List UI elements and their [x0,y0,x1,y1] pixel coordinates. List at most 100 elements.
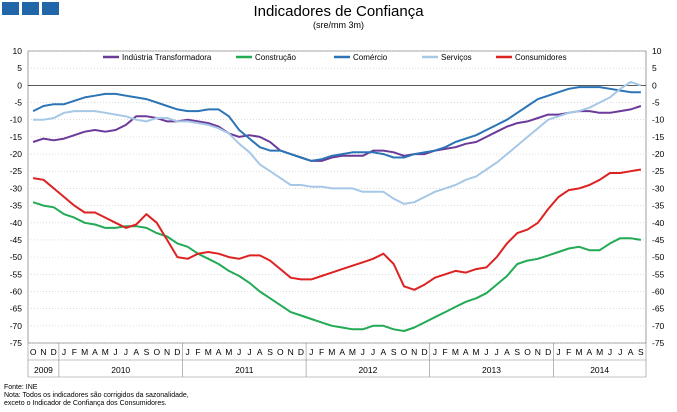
x-tick-label: J [495,347,499,357]
x-tick-label: O [524,347,531,357]
note-line-1: Nota: Todos os indicadores são corrigido… [4,392,189,399]
line-chart: 10 10 5 5 0 0 -5 -5 -10 -10 -15 -15 -20 -20 -25 -25 -30 -… [10,46,665,378]
x-tick-label: S [391,347,397,357]
y-tick-label-right: -55 [652,269,665,279]
year-label: 2013 [482,365,501,375]
x-tick-label: J [124,347,128,357]
x-tick-label: M [576,347,583,357]
x-tick-label: S [267,347,273,357]
series-line [33,80,642,205]
y-tick-label-right: 0 [652,80,657,90]
x-tick-label: M [349,347,356,357]
x-tick-label: A [628,347,634,357]
chart-subtitle: (sre/mm 3m) [313,20,364,30]
x-tick-label: J [186,347,190,357]
logo [2,2,59,15]
year-label: 2011 [235,365,254,375]
x-tick-label: A [587,347,593,357]
x-tick-label: M [452,347,459,357]
x-tick-label: J [237,347,241,357]
y-tick-label-left: -70 [10,321,23,331]
x-tick-label: A [504,347,510,357]
x-tick-label: J [247,347,251,357]
y-tick-label-right: 10 [652,46,662,56]
x-tick-label: N [40,347,46,357]
y-tick-label-right: -25 [652,166,665,176]
y-tick-label-left: 0 [17,80,22,90]
legend-label: Comércio [353,53,388,62]
x-tick-label: F [72,347,77,357]
legend-label: Indústria Transformadora [122,53,212,62]
y-tick-label-right: -20 [652,149,665,159]
x-tick-label: D [51,347,57,357]
x-tick-label: J [484,347,488,357]
x-tick-label: F [566,347,571,357]
y-tick-label-right: -75 [652,338,665,348]
y-tick-label-left: -5 [14,98,22,108]
year-label: 2014 [590,365,609,375]
y-tick-label-right: -35 [652,201,665,211]
y-tick-label-right: -50 [652,252,665,262]
y-tick-label-left: -20 [10,149,23,159]
y-tick-label-left: -65 [10,304,23,314]
y-tick-label-right: -15 [652,132,665,142]
x-tick-label: S [514,347,520,357]
y-tick-label-right: -70 [652,321,665,331]
legend-label: Construção [255,53,296,62]
x-tick-label: D [174,347,180,357]
x-tick-label: M [328,347,335,357]
x-tick-label: N [164,347,170,357]
x-tick-label: A [216,347,222,357]
y-tick-label-right: -10 [652,115,665,125]
x-tick-label: A [339,347,345,357]
x-tick-label: M [225,347,232,357]
x-tick-label: A [463,347,469,357]
y-tick-label-left: -10 [10,115,23,125]
y-tick-label-right: -5 [652,98,660,108]
series-line [32,168,642,291]
x-tick-label: F [195,347,200,357]
x-tick-label: A [92,347,98,357]
y-tick-label-left: -50 [10,252,23,262]
y-tick-label-left: -60 [10,286,23,296]
x-tick-label: S [144,347,150,357]
x-tick-label: D [545,347,551,357]
x-tick-label: J [371,347,375,357]
y-tick-label-right: -60 [652,286,665,296]
x-tick-label: O [153,347,160,357]
x-tick-label: D [421,347,427,357]
y-tick-label-left: -40 [10,218,23,228]
y-tick-label-left: 10 [13,46,23,56]
y-tick-label-left: -30 [10,183,23,193]
x-tick-label: J [62,347,66,357]
year-label: 2009 [34,365,53,375]
y-tick-label-left: -55 [10,269,23,279]
y-tick-label-right: -40 [652,218,665,228]
y-tick-label-right: -45 [652,235,665,245]
series-line [32,201,642,332]
x-tick-label: F [319,347,324,357]
x-tick-label: M [596,347,603,357]
x-tick-label: N [288,347,294,357]
x-tick-label: A [381,347,387,357]
x-tick-label: M [205,347,212,357]
year-label: 2012 [358,365,377,375]
x-tick-label: J [618,347,622,357]
x-tick-label: O [277,347,284,357]
x-tick-label: A [257,347,263,357]
y-tick-label-right: 5 [652,63,657,73]
x-tick-label: N [411,347,417,357]
note-line-2: exceto o Indicador de Confiança dos Cons… [4,400,167,407]
y-tick-label-left: -45 [10,235,23,245]
x-tick-label: S [638,347,644,357]
logo-block [22,2,39,15]
y-tick-label-left: -15 [10,132,23,142]
x-tick-label: J [361,347,365,357]
y-tick-label-right: -30 [652,183,665,193]
x-tick-label: F [443,347,448,357]
x-tick-label: J [113,347,117,357]
source-text: Fonte: INE [4,384,38,391]
y-tick-label-left: -75 [10,338,23,348]
series-line [32,105,642,162]
y-tick-label-left: 5 [17,63,22,73]
